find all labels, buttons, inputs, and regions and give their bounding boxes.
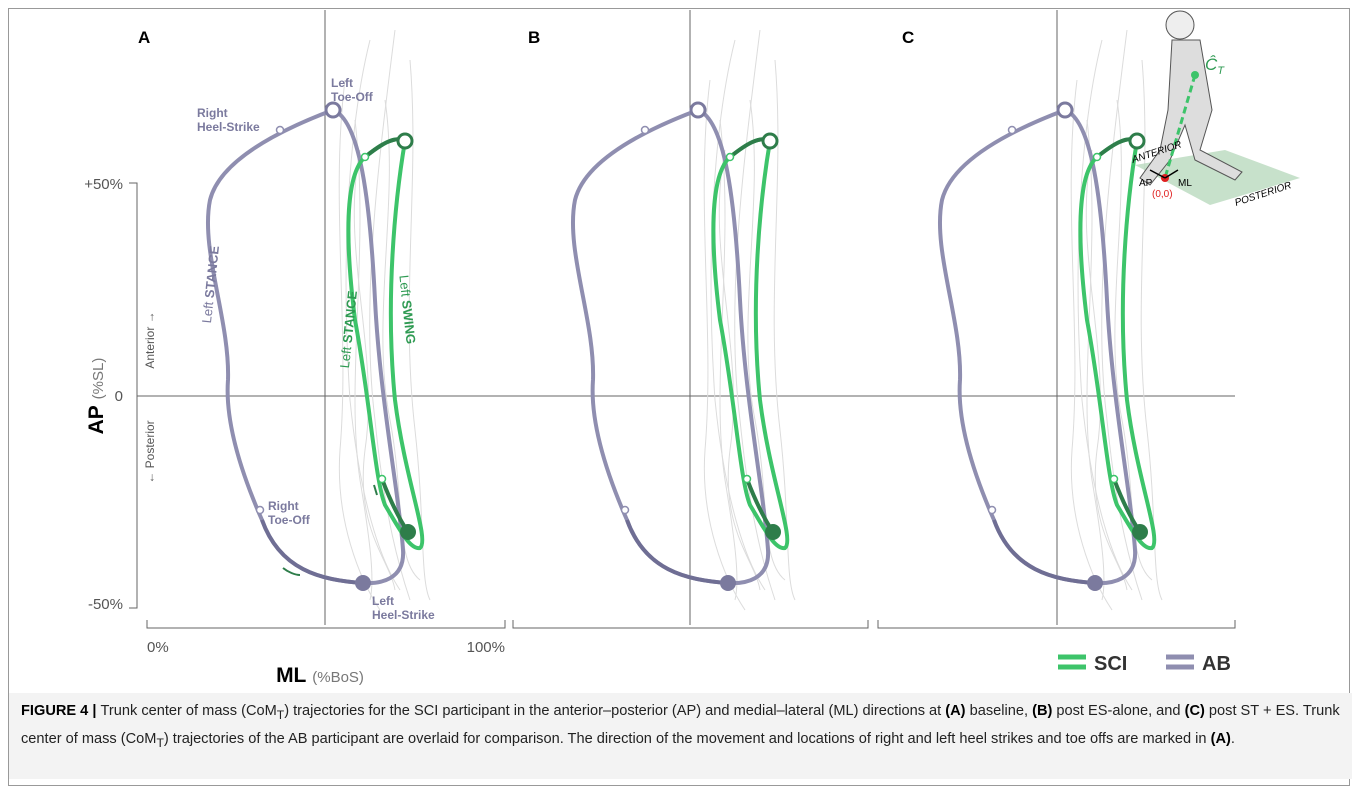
caption-text: Trunk center of mass (CoM	[100, 703, 277, 719]
legend-label: AB	[1202, 653, 1231, 675]
annotation: Heel-Strike	[197, 120, 260, 134]
y-axis-label: AP	[85, 405, 108, 434]
svg-text:Left STANCE: Left STANCE	[337, 290, 360, 369]
panel-label: A	[138, 28, 150, 47]
panel-b-trajectories	[570, 28, 797, 612]
svg-text:AP (%SL): AP (%SL)	[85, 358, 108, 435]
x-axis-unit: (%BoS)	[312, 669, 364, 686]
legend-swatch	[1058, 654, 1086, 670]
annotation: SWING	[399, 299, 419, 344]
inset-label: T	[1217, 65, 1225, 77]
caption-text: post ES-alone, and	[1052, 703, 1185, 719]
caption-text: (C)	[1184, 703, 1205, 719]
inset: ĈT ANTERIOR POSTERIOR AP ML (0,0)	[1130, 10, 1300, 209]
caption-text: (B)	[1032, 703, 1053, 719]
annotation: Toe-Off	[268, 513, 311, 527]
svg-text:ĈT: ĈT	[1205, 55, 1225, 77]
x-tick-label: 0%	[147, 639, 169, 656]
annotation: Right	[197, 106, 228, 120]
caption-text: baseline,	[965, 703, 1033, 719]
inset-label: AP	[1139, 178, 1153, 189]
annotation: Left	[372, 594, 394, 608]
inset-label: Ĉ	[1205, 55, 1218, 74]
annotation: Left	[396, 274, 413, 298]
direction-arrows	[282, 484, 378, 576]
y-tick-label: -50%	[88, 596, 123, 613]
caption-text: T	[276, 707, 285, 722]
caption-text: post ST + ES. Trunk center of mass (CoM	[21, 703, 1340, 747]
caption: FIGURE 4 | Trunk center of mass (CoMT) t…	[9, 693, 1352, 779]
legend-label: SCI	[1094, 653, 1127, 675]
caption-text: (A)	[1210, 730, 1231, 747]
caption-text: ) trajectories of the AB participant are…	[163, 730, 1211, 747]
annotation: STANCE	[202, 245, 222, 299]
panel-label: B	[528, 28, 540, 47]
svg-text:ML (%BoS): ML (%BoS)	[276, 664, 364, 687]
y-tick-label: +50%	[84, 176, 123, 193]
caption-text: FIGURE 4 |	[21, 703, 101, 719]
inset-label: (0,0)	[1152, 189, 1173, 200]
panel-c-trajectories	[937, 28, 1164, 612]
caption-text: .	[1230, 730, 1235, 747]
inset-label: ML	[1178, 178, 1192, 189]
anterior-label: Anterior →	[143, 311, 157, 368]
annotation: STANCE	[340, 290, 360, 344]
panel-label: C	[902, 28, 914, 47]
y-tick-label: 0	[115, 388, 123, 405]
frame	[8, 8, 1350, 786]
legend: SCI AB	[1058, 653, 1231, 675]
caption-text: (A)	[945, 703, 966, 719]
svg-text:Left STANCE: Left STANCE	[199, 245, 222, 324]
annotation: Left	[331, 76, 353, 90]
annotation: Right	[268, 499, 299, 513]
posterior-label: ← Posterior	[143, 420, 157, 483]
caption-text: ) trajectories for the SCI participant i…	[284, 703, 946, 719]
annotation: Heel-Strike	[372, 608, 435, 622]
x-axis-label: ML	[276, 664, 306, 687]
svg-text:Left SWING: Left SWING	[396, 274, 418, 345]
x-tick-label: 100%	[467, 639, 505, 656]
caption-text: T	[156, 735, 164, 750]
y-axis-unit: (%SL)	[90, 358, 107, 400]
annotation: Toe-Off	[331, 90, 374, 104]
panel-a-trajectories	[205, 28, 432, 612]
legend-swatch	[1166, 654, 1194, 670]
annotation: Left	[199, 300, 216, 324]
annotation: Left	[337, 345, 354, 369]
